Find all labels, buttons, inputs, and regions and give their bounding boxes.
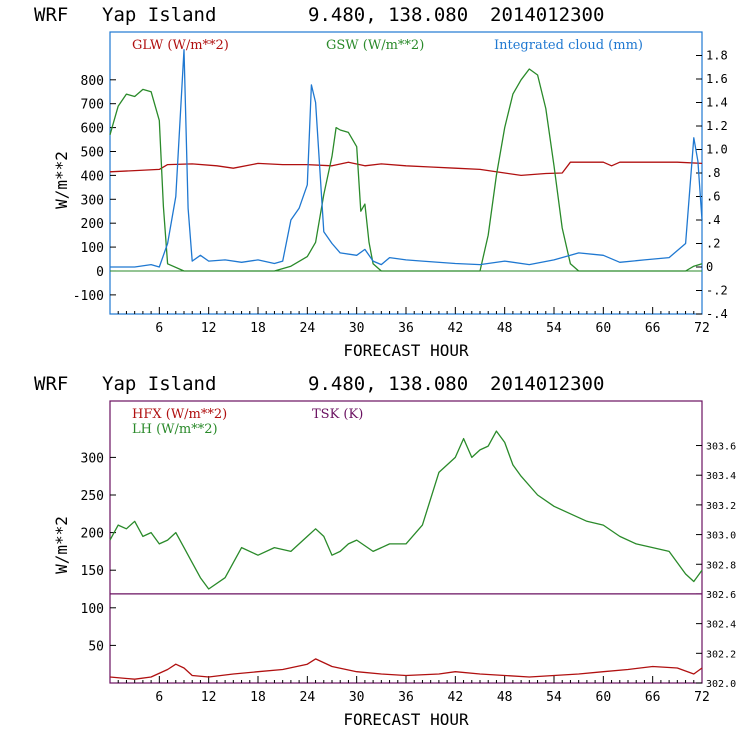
y2-tick-label: 302.6 — [706, 590, 736, 601]
y-tick-label: 250 — [81, 489, 104, 504]
x-tick-label: 54 — [546, 321, 562, 336]
y-tick-label: 300 — [81, 193, 104, 208]
top-x-axis-label: FORECAST HOUR — [343, 341, 469, 360]
bottom-header-model: WRF — [34, 373, 68, 395]
x-tick-label: 24 — [300, 690, 316, 705]
y2-tick-label: .2 — [706, 237, 720, 251]
y-tick-label: 700 — [81, 98, 104, 113]
x-tick-label: 30 — [349, 690, 365, 705]
y-tick-label: 150 — [81, 564, 104, 579]
x-tick-label: 12 — [201, 690, 217, 705]
y-tick-label: 800 — [81, 74, 104, 89]
y2-tick-label: 303.2 — [706, 501, 736, 512]
top-header-location: Yap Island — [102, 4, 216, 26]
bottom-series-group — [109, 430, 703, 680]
y2-tick-label: 303.0 — [706, 531, 736, 542]
top-x-axis-ticks: 6 12 18 24 30 36 42 48 54 60 66 72 — [117, 307, 710, 336]
y-tick-label: 0 — [96, 265, 104, 280]
bottom-chart-panel: 50 100 150 200 250 300 302.0 302.2 302.4 302.6 30… — [52, 400, 736, 729]
x-tick-label: 48 — [497, 690, 513, 705]
top-y-axis-label: W/m**2 — [52, 151, 71, 209]
y-tick-label: 500 — [81, 145, 104, 160]
x-tick-label: 66 — [645, 321, 661, 336]
series-line-hfx-w-m-2 — [109, 658, 703, 680]
y2-tick-label: 1.2 — [706, 119, 728, 133]
y-tick-label: 600 — [81, 122, 104, 137]
top-series-group — [109, 48, 703, 272]
top-y-axis-ticks: -100 0 100 200 300 400 500 600 700 800 — [73, 74, 116, 304]
top-plot-frame — [109, 31, 703, 315]
y-tick-label: 100 — [81, 602, 104, 617]
x-tick-label: 48 — [497, 321, 513, 336]
x-tick-label: 72 — [694, 321, 710, 336]
y2-tick-label: .4 — [706, 213, 720, 227]
top-header-date: 2014012300 — [490, 4, 604, 26]
x-tick-label: 18 — [250, 690, 266, 705]
y-tick-label: 200 — [81, 217, 104, 232]
y2-tick-label: .6 — [706, 190, 720, 204]
bottom-legend-tsk: TSK (K) — [312, 407, 363, 422]
y2-tick-label: 302.0 — [706, 679, 736, 690]
y2-tick-label: 302.8 — [706, 560, 736, 571]
bottom-legend-lh: LH (W/m**2) — [132, 422, 218, 437]
top-legend-cloud: Integrated cloud (mm) — [494, 38, 643, 53]
y2-tick-label: 1.8 — [706, 49, 728, 63]
top-legend-gsw: GSW (W/m**2) — [326, 38, 424, 53]
bottom-panel-header: WRF Yap Island 9.480, 138.080 2014012300 — [34, 373, 604, 395]
series-line-lh-w-m-2 — [109, 430, 703, 590]
x-tick-label: 18 — [250, 321, 266, 336]
y2-tick-label: 0 — [706, 260, 713, 274]
x-tick-label: 36 — [398, 690, 414, 705]
x-tick-label: 30 — [349, 321, 365, 336]
bottom-plot-frame — [109, 400, 703, 684]
bottom-header-coords: 9.480, 138.080 — [308, 373, 468, 395]
x-tick-label: 6 — [155, 321, 163, 336]
top-legend-glw: GLW (W/m**2) — [132, 38, 229, 53]
top-header-model: WRF — [34, 4, 68, 26]
y2-tick-label: -.2 — [706, 284, 728, 298]
x-tick-label: 12 — [201, 321, 217, 336]
y2-tick-label: 1.0 — [706, 143, 728, 157]
y2-tick-label: 1.6 — [706, 72, 728, 86]
bottom-header-date: 2014012300 — [490, 373, 604, 395]
bottom-y-axis-label: W/m**2 — [52, 516, 71, 574]
series-line-glw-w-m-2 — [109, 161, 703, 177]
y-tick-label: -100 — [73, 289, 104, 304]
y-tick-label: 200 — [81, 527, 104, 542]
y-tick-label: 300 — [81, 451, 104, 466]
y2-tick-label: .8 — [706, 166, 720, 180]
y2-tick-label: 303.6 — [706, 442, 736, 453]
x-tick-label: 6 — [155, 690, 163, 705]
x-tick-label: 60 — [596, 321, 612, 336]
x-tick-label: 54 — [546, 690, 562, 705]
y2-tick-label: 303.4 — [706, 471, 736, 482]
y-tick-label: 100 — [81, 241, 104, 256]
x-tick-label: 24 — [300, 321, 316, 336]
bottom-x-axis-ticks: 6 12 18 24 30 36 42 48 54 60 66 72 — [117, 676, 710, 705]
x-tick-label: 66 — [645, 690, 661, 705]
top-chart-panel: -100 0 100 200 300 400 500 600 700 800 -.4 -.2 0 .2.… — [52, 31, 728, 360]
bottom-y-axis-ticks: 50 100 150 200 250 300 — [81, 451, 116, 654]
bottom-header-location: Yap Island — [102, 373, 216, 395]
series-line-gsw-w-m-2 — [109, 68, 703, 272]
top-y2-axis-ticks: -.4 -.2 0 .2 .4 .6 .8 1.0 1.2 1.4 1.6 1.8 — [696, 49, 728, 321]
x-tick-label: 42 — [448, 321, 464, 336]
y2-tick-label: 1.4 — [706, 96, 728, 110]
x-tick-label: 42 — [448, 690, 464, 705]
y-tick-label: 50 — [88, 639, 104, 654]
y2-tick-label: 302.4 — [706, 620, 736, 631]
bottom-x-axis-label: FORECAST HOUR — [343, 710, 469, 729]
x-tick-label: 36 — [398, 321, 414, 336]
x-tick-label: 72 — [694, 690, 710, 705]
y2-tick-label: 302.2 — [706, 649, 736, 660]
top-panel-header: WRF Yap Island 9.480, 138.080 2014012300 — [34, 4, 604, 26]
top-header-coords: 9.480, 138.080 — [308, 4, 468, 26]
bottom-legend-hfx: HFX (W/m**2) — [132, 407, 227, 422]
series-line-integrated-cloud-mm — [110, 48, 703, 268]
x-tick-label: 60 — [596, 690, 612, 705]
y2-tick-label: -.4 — [706, 307, 728, 321]
y-tick-label: 400 — [81, 169, 104, 184]
